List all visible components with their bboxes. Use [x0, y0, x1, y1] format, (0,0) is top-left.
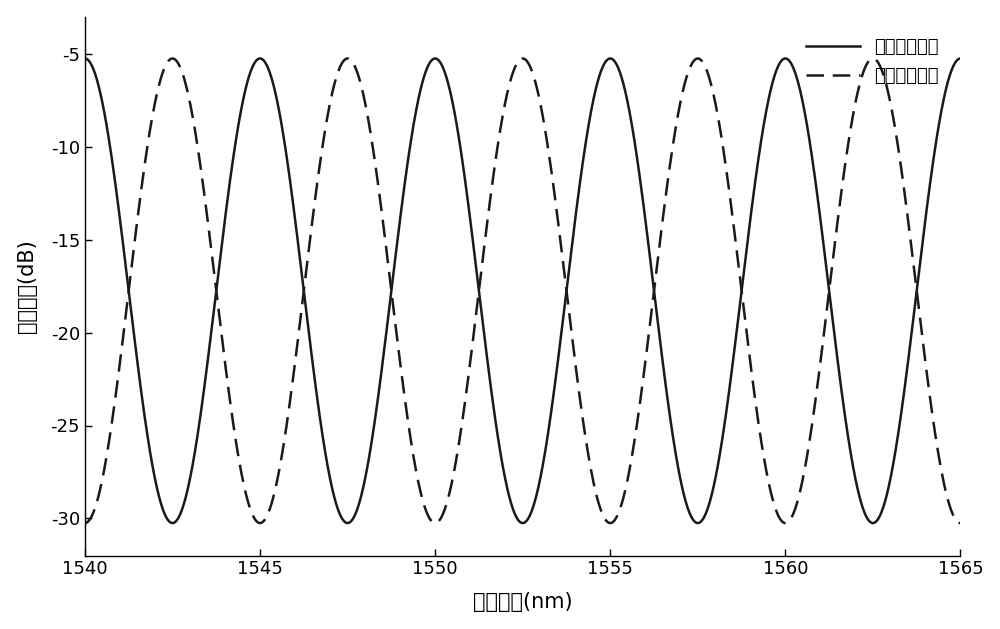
- Line: 正向功率传输: 正向功率传输: [85, 58, 960, 523]
- 正向功率传输: [732, 314, 744, 321]
- 正向功率传输: [604, 55, 616, 62]
- Legend: 正向功率传输, 反向功率传输: 正向功率传输, 反向功率传输: [798, 31, 946, 92]
- 反向功率传输: [732, 260, 744, 268]
- 正向功率传输: [238, 91, 250, 99]
- 正向功率传输: [79, 55, 91, 62]
- 正向功率传输: [954, 55, 966, 62]
- 正向功率传输: [414, 90, 426, 97]
- 正向功率传输: [648, 291, 660, 298]
- 反向功率传输: [799, 464, 811, 472]
- 反向功率传输: [604, 520, 616, 527]
- 正向功率传输: [166, 520, 178, 527]
- X-axis label: 工作波长(nm): 工作波长(nm): [473, 593, 572, 613]
- 反向功率传输: [414, 484, 426, 492]
- 正向功率传输: [799, 109, 811, 117]
- Line: 反向功率传输: 反向功率传输: [85, 58, 960, 523]
- 反向功率传输: [166, 55, 178, 62]
- Y-axis label: 功率传输(dB): 功率传输(dB): [17, 239, 37, 333]
- 反向功率传输: [648, 283, 660, 291]
- 反向功率传输: [238, 482, 250, 490]
- 反向功率传输: [954, 520, 966, 527]
- 反向功率传输: [79, 520, 91, 527]
